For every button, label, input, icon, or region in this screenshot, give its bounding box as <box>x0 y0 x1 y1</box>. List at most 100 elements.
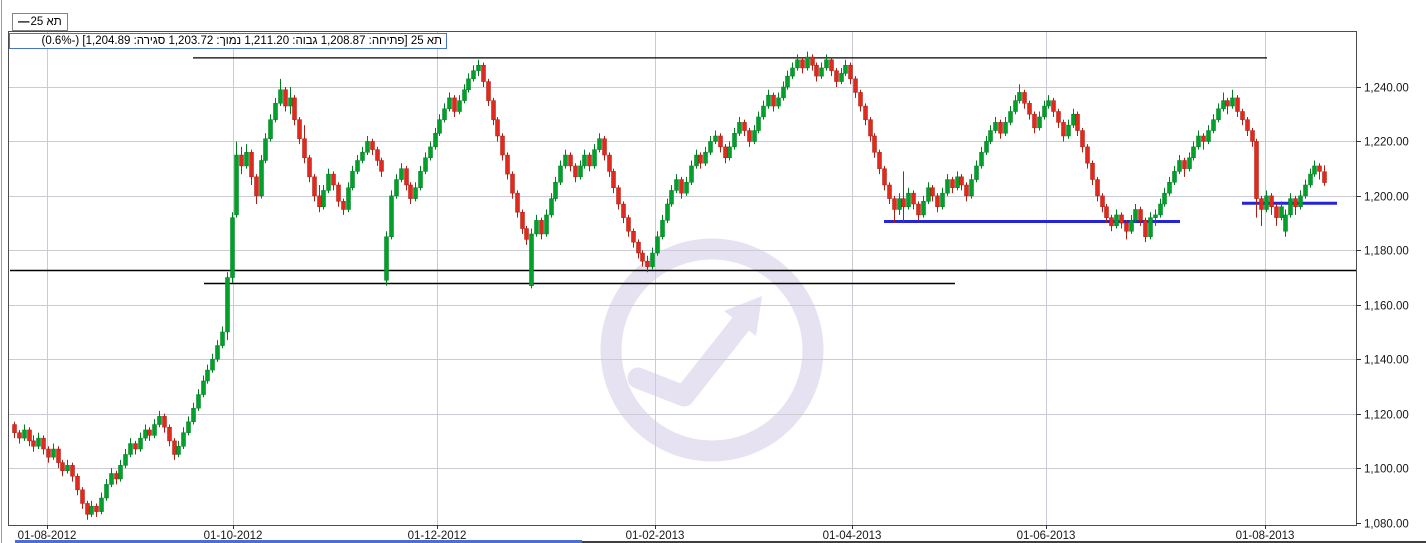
candle[interactable] <box>993 116 998 134</box>
candle[interactable] <box>220 326 225 349</box>
candle[interactable] <box>89 500 94 518</box>
candle[interactable] <box>1308 168 1313 188</box>
candle[interactable] <box>1250 127 1255 147</box>
candle[interactable] <box>27 427 32 447</box>
candle[interactable] <box>1037 111 1042 131</box>
candle[interactable] <box>408 182 413 205</box>
candle[interactable] <box>1235 95 1240 117</box>
candle[interactable] <box>1061 119 1066 142</box>
candle[interactable] <box>1172 165 1177 185</box>
candle[interactable] <box>655 231 660 256</box>
candle[interactable] <box>921 195 926 218</box>
candle[interactable] <box>447 92 452 112</box>
candle[interactable] <box>452 95 457 117</box>
candle[interactable] <box>955 171 960 191</box>
candle[interactable] <box>317 184 322 213</box>
candle[interactable] <box>75 473 80 496</box>
candle[interactable] <box>1153 209 1158 226</box>
candle[interactable] <box>466 73 471 93</box>
candle[interactable] <box>1114 209 1119 229</box>
candle[interactable] <box>428 141 433 161</box>
candle[interactable] <box>689 160 694 185</box>
candle[interactable] <box>389 190 394 240</box>
candle[interactable] <box>645 255 650 273</box>
candle[interactable] <box>1303 179 1308 199</box>
candle[interactable] <box>471 65 476 82</box>
candle[interactable] <box>321 184 326 210</box>
candle[interactable] <box>104 478 109 501</box>
candle[interactable] <box>611 168 616 194</box>
candle[interactable] <box>302 125 307 164</box>
candle[interactable] <box>1201 133 1206 150</box>
candle[interactable] <box>752 125 757 145</box>
candle[interactable] <box>437 114 442 136</box>
candle[interactable] <box>394 174 399 199</box>
candle[interactable] <box>553 176 558 202</box>
candle[interactable] <box>230 212 235 283</box>
candle[interactable] <box>805 51 810 71</box>
candle[interactable] <box>819 62 824 79</box>
candle[interactable] <box>46 446 51 463</box>
candle[interactable] <box>404 165 409 191</box>
candle[interactable] <box>486 78 491 107</box>
candle[interactable] <box>1259 195 1264 226</box>
candle[interactable] <box>495 116 500 142</box>
candle[interactable] <box>12 421 17 439</box>
candle[interactable] <box>1027 100 1032 120</box>
candle[interactable] <box>703 146 708 166</box>
candle[interactable] <box>234 141 239 218</box>
candle[interactable] <box>1317 163 1322 180</box>
candle[interactable] <box>916 201 921 221</box>
candle[interactable] <box>979 146 984 169</box>
candle[interactable] <box>292 95 297 126</box>
candle[interactable] <box>191 402 196 425</box>
candle[interactable] <box>563 149 568 169</box>
candle[interactable] <box>853 76 858 98</box>
candle[interactable] <box>1032 111 1037 134</box>
candle[interactable] <box>413 182 418 202</box>
candle[interactable] <box>510 171 515 199</box>
candle[interactable] <box>1254 138 1259 218</box>
candle[interactable] <box>843 59 848 77</box>
candle[interactable] <box>621 201 626 224</box>
candle[interactable] <box>1080 127 1085 153</box>
candle[interactable] <box>375 146 380 166</box>
candle[interactable] <box>810 54 815 71</box>
candle[interactable] <box>41 435 46 455</box>
candle[interactable] <box>1274 204 1279 226</box>
candle[interactable] <box>1225 97 1230 115</box>
candle[interactable] <box>85 500 90 520</box>
candle[interactable] <box>1090 160 1095 185</box>
candle[interactable] <box>128 438 133 458</box>
candle[interactable] <box>640 250 645 267</box>
legend[interactable]: — תא 25 <box>12 13 68 31</box>
candle[interactable] <box>776 92 781 109</box>
candle[interactable] <box>210 353 215 373</box>
candle[interactable] <box>974 160 979 183</box>
candle[interactable] <box>1264 190 1269 213</box>
candle[interactable] <box>747 127 752 147</box>
candle[interactable] <box>761 100 766 120</box>
candle[interactable] <box>587 152 592 172</box>
candle[interactable] <box>476 59 481 77</box>
candle[interactable] <box>365 135 370 156</box>
candle[interactable] <box>1133 204 1138 224</box>
candle[interactable] <box>1162 187 1167 207</box>
candle[interactable] <box>147 427 152 441</box>
candle[interactable] <box>829 57 834 77</box>
candle[interactable] <box>1269 193 1274 215</box>
candle[interactable] <box>123 449 128 469</box>
candle[interactable] <box>930 184 935 202</box>
candle[interactable] <box>602 135 607 161</box>
candle[interactable] <box>384 231 389 286</box>
candle[interactable] <box>520 209 525 234</box>
candle[interactable] <box>1138 206 1143 226</box>
candle[interactable] <box>370 138 375 156</box>
candle[interactable] <box>17 429 22 444</box>
candle[interactable] <box>109 468 114 488</box>
candle[interactable] <box>988 125 993 145</box>
candle[interactable] <box>288 87 293 115</box>
candle[interactable] <box>505 152 510 180</box>
candle[interactable] <box>162 413 167 433</box>
